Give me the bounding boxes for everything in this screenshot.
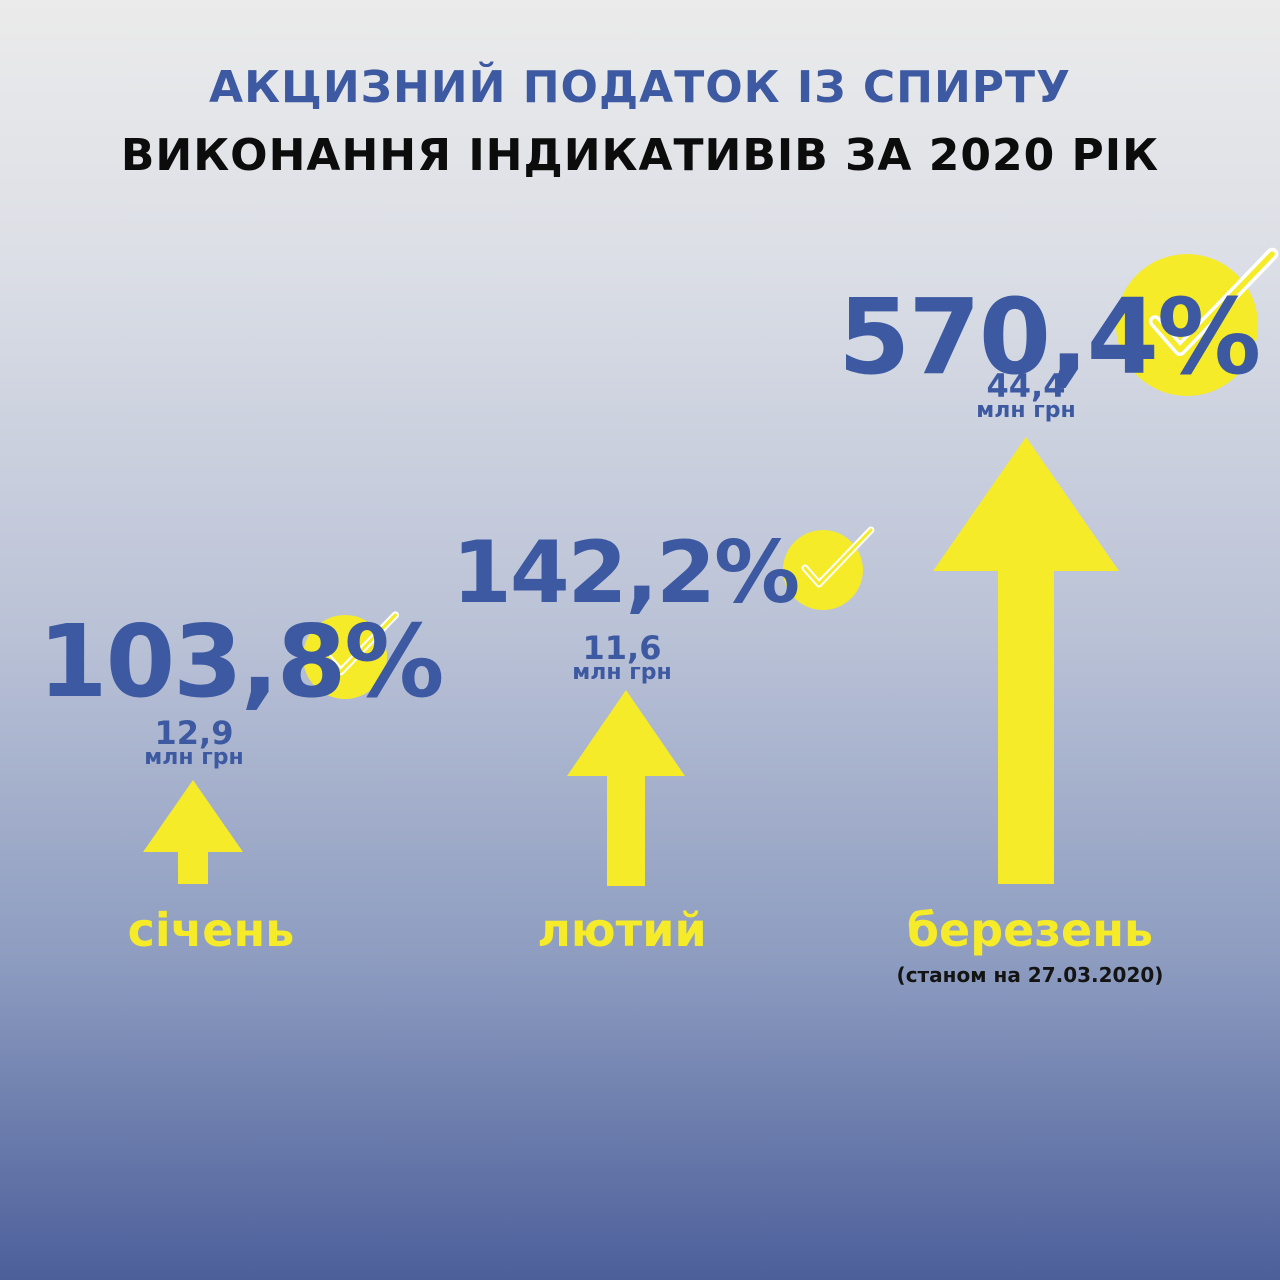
amount-unit-january: млн грн — [144, 745, 244, 770]
check-circle-icon-january — [303, 611, 400, 699]
chart-title: АКЦИЗНИЙ ПОДАТОК ІЗ СПИРТУ — [209, 62, 1071, 113]
check-circle-icon-february — [783, 526, 875, 610]
up-arrow-icon-january — [143, 780, 243, 884]
amount-unit-march: млн грн — [976, 398, 1076, 423]
month-note-march: (станом на 27.03.2020) — [896, 963, 1164, 987]
percent-label-february: 142,2% — [452, 523, 800, 623]
check-circle-icon-march — [1116, 247, 1279, 396]
percent-label-january: 103,8% — [38, 603, 445, 720]
percent-label-march: 570,4% — [838, 276, 1261, 398]
chart-subtitle: ВИКОНАННЯ ІНДИКАТИВІВ ЗА 2020 РІК — [120, 130, 1160, 181]
month-label-february: лютий — [537, 903, 707, 957]
month-label-march: березень — [906, 903, 1154, 957]
amount-value-january: 12,9 — [154, 714, 234, 752]
amount-label-march: 44,4 млн грн — [926, 370, 1126, 422]
amount-label-february: 11,6 млн грн — [522, 632, 722, 684]
up-arrow-icon-february — [567, 690, 685, 886]
amount-label-january: 12,9 млн грн — [94, 717, 294, 769]
amount-value-march: 44,4 — [986, 367, 1066, 405]
amount-value-february: 11,6 — [582, 629, 662, 667]
month-label-january: січень — [127, 903, 295, 957]
amount-unit-february: млн грн — [572, 660, 672, 685]
up-arrow-icon-march — [933, 437, 1119, 884]
